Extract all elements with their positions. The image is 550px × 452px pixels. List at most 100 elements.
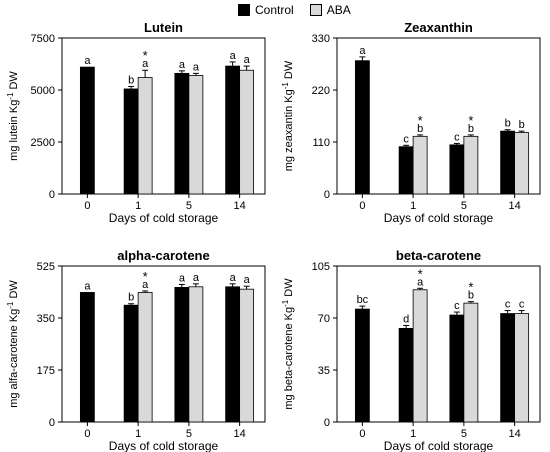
significance-star-aba: *	[468, 113, 473, 128]
x-tick-label: 1	[410, 428, 416, 440]
significance-label-aba: a	[244, 54, 251, 66]
x-tick-label: 0	[84, 428, 90, 440]
bar-control-day-14	[500, 130, 516, 195]
significance-label-control: a	[84, 280, 91, 292]
significance-label-control: b	[505, 118, 511, 130]
y-tick-label: 0	[324, 417, 330, 429]
y-tick-label: 350	[37, 313, 55, 325]
legend-item-aba: ABA	[309, 3, 351, 17]
chart-title: Lutein	[144, 20, 183, 35]
significance-label-aba: b	[468, 123, 474, 135]
significance-label-aba: c	[519, 299, 525, 311]
x-tick-label: 14	[234, 428, 246, 440]
significance-label-aba: a	[142, 58, 149, 70]
plot-frame	[336, 37, 541, 195]
bar-aba-day-14	[239, 69, 255, 195]
chart-panel-2: alpha-carotene 0 175 350 525 mg alfa-carotene…	[6, 248, 266, 452]
significance-label-control: c	[454, 131, 460, 143]
y-tick-label: 175	[37, 365, 55, 377]
y-tick-label: 220	[312, 85, 330, 97]
y-tick-label: 110	[312, 137, 330, 149]
x-tick-label: 0	[359, 200, 365, 212]
significance-label-control: a	[230, 50, 237, 62]
significance-label-control: a	[84, 55, 91, 67]
chart-panel-1: Zeaxanthin 0 110 220 330 mg zeaxantin Kg-1 DW…	[281, 20, 541, 225]
y-tick-label: 7500	[31, 33, 55, 45]
plot-frame	[61, 37, 266, 195]
bar-aba-day-1	[412, 135, 428, 195]
significance-label-aba: b	[519, 119, 525, 131]
significance-label-aba: b	[468, 290, 474, 302]
significance-star-aba: *	[418, 113, 423, 128]
bar-control-day-1	[398, 327, 414, 423]
bar-aba-day-5	[188, 75, 204, 195]
x-tick-label: 14	[234, 200, 246, 212]
significance-label-control: c	[505, 299, 511, 311]
bar-control-day-0	[79, 66, 95, 195]
significance-label-aba: a	[244, 274, 251, 286]
x-tick-label: 1	[135, 200, 141, 212]
significance-label-control: bc	[357, 294, 369, 306]
x-tick-label: 14	[509, 200, 521, 212]
bar-aba-day-14	[239, 288, 255, 423]
legend-label-control: Control	[255, 3, 294, 17]
y-tick-label: 105	[312, 261, 330, 273]
chart-title: Zeaxanthin	[404, 20, 473, 35]
bar-aba-day-5	[188, 286, 204, 423]
bar-control-day-1	[123, 304, 139, 423]
significance-label-aba: a	[417, 276, 424, 288]
bar-control-day-0	[79, 292, 95, 423]
bar-control-day-14	[225, 286, 241, 423]
legend-swatch-control	[238, 4, 250, 16]
significance-star-aba: *	[418, 266, 423, 281]
y-tick-label: 35	[318, 365, 330, 377]
y-tick-label: 0	[49, 417, 55, 429]
y-axis-label: mg beta-carotene Kg-1 DW	[281, 278, 296, 410]
significance-label-control: c	[454, 300, 460, 312]
y-tick-label: 0	[49, 189, 55, 201]
bar-control-day-5	[449, 144, 465, 195]
significance-label-aba: a	[193, 61, 200, 73]
y-axis-label: mg alfa-carotene Kg-1 DW	[6, 280, 21, 408]
y-axis-label: mg zeaxantin Kg-1 DW	[281, 60, 296, 171]
bar-control-day-5	[174, 72, 190, 195]
x-axis-label: Days of cold storage	[109, 439, 219, 452]
chart-title: alpha-carotene	[117, 248, 209, 263]
x-tick-label: 0	[84, 200, 90, 212]
bar-aba-day-5	[463, 135, 479, 195]
bar-aba-day-1	[137, 77, 153, 195]
y-tick-label: 0	[324, 189, 330, 201]
bar-aba-day-14	[514, 313, 530, 423]
bar-control-day-5	[449, 314, 465, 423]
bar-aba-day-1	[137, 292, 153, 423]
bar-control-day-0	[354, 308, 370, 423]
x-tick-label: 5	[461, 428, 467, 440]
significance-star-aba: *	[143, 48, 148, 63]
y-tick-label: 2500	[31, 137, 55, 149]
plot-frame	[336, 265, 541, 423]
significance-label-control: a	[359, 45, 366, 57]
x-axis-label: Days of cold storage	[384, 211, 494, 225]
y-tick-label: 70	[318, 313, 330, 325]
x-tick-label: 1	[410, 200, 416, 212]
x-tick-label: 0	[359, 428, 365, 440]
x-tick-label: 14	[509, 428, 521, 440]
significance-label-control: b	[128, 74, 134, 86]
bar-control-day-0	[354, 60, 370, 195]
significance-label-aba: a	[193, 272, 200, 284]
bar-control-day-14	[225, 65, 241, 195]
significance-star-aba: *	[468, 280, 473, 295]
significance-label-aba: a	[142, 279, 149, 291]
x-tick-label: 5	[186, 428, 192, 440]
significance-star-aba: *	[143, 269, 148, 284]
significance-label-control: a	[230, 272, 237, 284]
y-axis-label: mg lutein Kg-1 DW	[6, 71, 21, 161]
x-axis-label: Days of cold storage	[109, 211, 219, 225]
bar-control-day-1	[398, 146, 414, 195]
significance-label-control: a	[179, 59, 186, 71]
chart-title: beta-carotene	[396, 248, 481, 263]
y-tick-label: 330	[312, 33, 330, 45]
y-tick-label: 525	[37, 261, 55, 273]
